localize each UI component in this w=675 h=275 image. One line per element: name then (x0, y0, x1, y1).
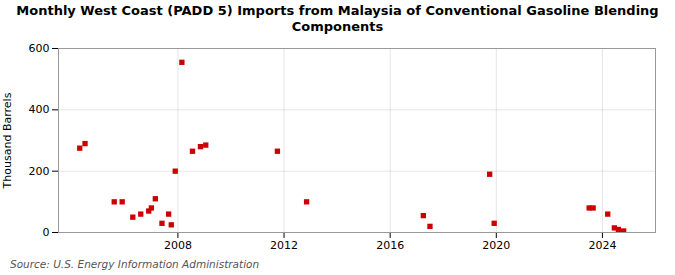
svg-text:2024: 2024 (588, 239, 616, 252)
svg-text:0: 0 (43, 226, 50, 239)
html-text:Monthly West Coast (PADD 5) Im: Monthly West Coast (PADD 5) Imports from… (16, 3, 659, 34)
svg-text:2008: 2008 (164, 239, 192, 252)
svg-text:2012: 2012 (270, 239, 298, 252)
svg-text:600: 600 (29, 42, 50, 55)
svg-text:400: 400 (29, 104, 50, 117)
html-text:Source: U.S. Energy Informatio: Source: U.S. Energy Information Administ… (10, 258, 260, 271)
svg-text:2020: 2020 (482, 239, 510, 252)
svg-text:200: 200 (29, 165, 50, 178)
svg-text:2016: 2016 (376, 239, 404, 252)
svg-text:Thousand Barrels: Thousand Barrels (1, 93, 14, 190)
